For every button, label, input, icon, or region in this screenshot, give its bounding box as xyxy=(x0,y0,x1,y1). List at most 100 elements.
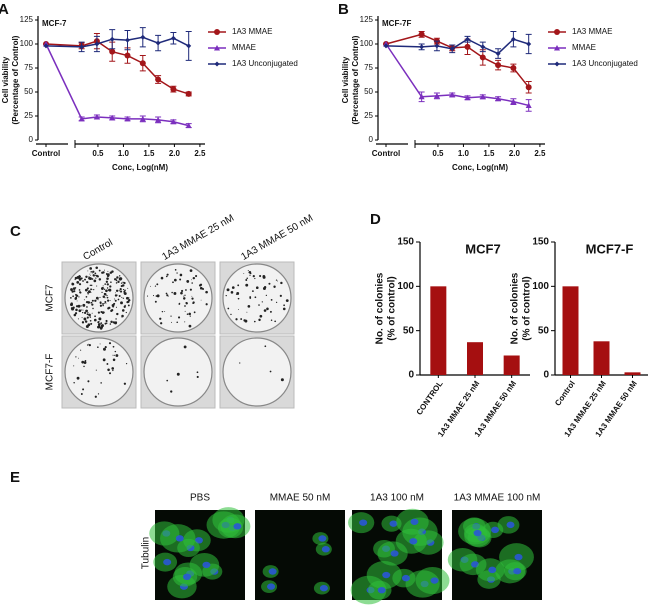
colony xyxy=(127,304,130,307)
colony xyxy=(189,315,191,317)
colony xyxy=(90,322,93,325)
colony xyxy=(156,283,159,286)
colony xyxy=(240,318,243,320)
colony xyxy=(125,296,129,300)
series-line xyxy=(421,94,529,107)
colony xyxy=(279,294,282,297)
colony xyxy=(87,290,91,294)
colony xyxy=(123,292,127,295)
nucleus xyxy=(491,526,500,534)
column-label: MMAE 50 nM xyxy=(270,493,331,504)
colony xyxy=(280,281,283,285)
colony xyxy=(225,294,227,297)
colony xyxy=(283,304,285,307)
colony xyxy=(170,315,172,317)
colony xyxy=(150,285,151,287)
colony xyxy=(86,309,88,312)
colony xyxy=(176,372,180,376)
colony xyxy=(247,270,249,272)
dish xyxy=(143,337,213,407)
colony xyxy=(122,284,125,287)
marker xyxy=(554,29,560,35)
colony xyxy=(87,291,89,294)
colony xyxy=(99,304,103,307)
colony xyxy=(83,361,87,364)
colony xyxy=(79,279,81,281)
bar xyxy=(467,342,483,375)
colony xyxy=(124,289,126,292)
colony xyxy=(104,303,106,305)
colony xyxy=(109,323,112,325)
colony xyxy=(93,318,97,322)
colony xyxy=(100,382,102,384)
dish xyxy=(64,263,134,333)
nucleus xyxy=(267,583,276,590)
colony xyxy=(166,379,169,382)
colony xyxy=(186,279,190,283)
colony xyxy=(116,276,119,278)
colony xyxy=(71,291,73,293)
colony xyxy=(76,280,80,284)
colony xyxy=(115,282,118,284)
colony xyxy=(106,296,109,299)
control-link xyxy=(45,45,82,48)
colony xyxy=(116,312,119,316)
nucleus xyxy=(401,574,410,582)
colony xyxy=(184,294,186,296)
marker xyxy=(214,61,220,67)
colony xyxy=(86,344,89,346)
colony xyxy=(90,291,92,293)
bar xyxy=(562,286,579,375)
colony xyxy=(87,301,91,304)
marker xyxy=(185,90,192,97)
colony xyxy=(113,298,115,300)
colony xyxy=(113,354,115,356)
colony xyxy=(119,288,122,291)
nucleus xyxy=(268,568,277,575)
colony xyxy=(89,284,92,287)
marker xyxy=(109,114,116,121)
colony xyxy=(173,292,177,295)
series-line xyxy=(81,36,190,48)
colony xyxy=(74,287,77,289)
colony xyxy=(180,291,183,295)
colony xyxy=(72,295,74,298)
marker xyxy=(124,115,131,122)
colony xyxy=(188,324,192,328)
colony xyxy=(111,270,114,273)
colony xyxy=(88,313,91,317)
nucleus xyxy=(514,553,523,561)
colony xyxy=(128,299,131,302)
colony xyxy=(97,321,100,324)
colony xyxy=(97,346,99,348)
colony xyxy=(164,311,166,312)
colony xyxy=(82,303,86,307)
legend-label: MMAE xyxy=(232,43,256,52)
colony xyxy=(231,286,235,289)
colony xyxy=(86,306,88,308)
marker xyxy=(419,44,425,50)
x-tick-label: 0.5 xyxy=(432,149,444,158)
bar xyxy=(430,286,447,375)
marker xyxy=(139,60,146,67)
colony xyxy=(178,303,181,305)
marker xyxy=(170,118,177,125)
colony xyxy=(125,311,127,314)
colony xyxy=(110,281,112,283)
colony xyxy=(92,270,95,273)
colony xyxy=(188,312,191,316)
colony xyxy=(87,270,89,272)
nucleus xyxy=(163,558,172,566)
colony xyxy=(194,274,198,278)
colony xyxy=(99,296,101,299)
colony xyxy=(282,307,286,311)
bar xyxy=(593,341,610,375)
control-link xyxy=(385,33,422,45)
marker xyxy=(93,113,100,120)
x-tick-label: 1.5 xyxy=(143,149,155,158)
colony xyxy=(88,276,90,278)
colony xyxy=(86,287,89,290)
colony xyxy=(191,297,194,300)
colony xyxy=(154,285,157,287)
marker xyxy=(526,41,532,47)
